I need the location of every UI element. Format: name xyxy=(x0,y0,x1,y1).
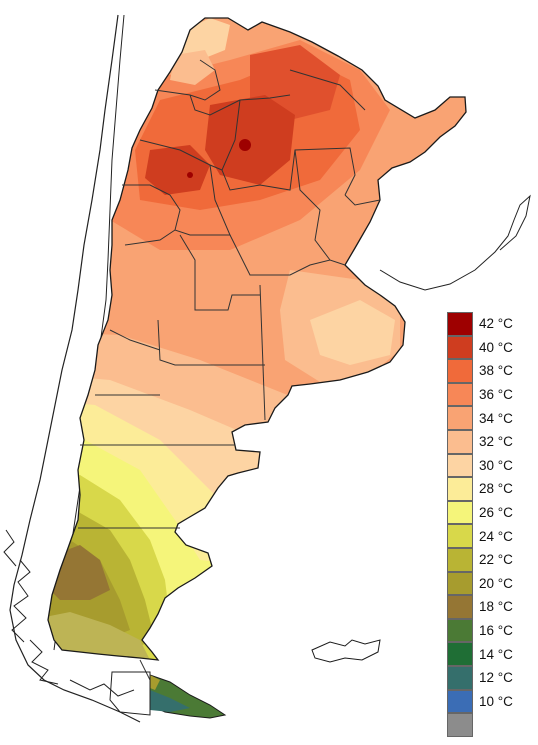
legend-swatch xyxy=(447,312,473,336)
tierra-del-fuego xyxy=(109,671,227,719)
legend-item: 18 °C xyxy=(447,595,535,619)
legend-swatch xyxy=(447,713,473,737)
legend-swatch xyxy=(447,595,473,619)
legend-item: 24 °C xyxy=(447,524,535,548)
legend-label: 22 °C xyxy=(479,552,513,568)
legend-swatch xyxy=(447,642,473,666)
legend-swatch xyxy=(447,335,473,360)
legend-label: 18 °C xyxy=(479,599,513,615)
legend-label: 38 °C xyxy=(479,363,513,379)
legend-swatch xyxy=(447,429,473,454)
legend-item: 40 °C xyxy=(447,335,535,360)
legend-label: 28 °C xyxy=(479,481,513,497)
legend-label: 32 °C xyxy=(479,434,513,450)
legend-swatch xyxy=(447,571,473,596)
province-borders xyxy=(78,59,381,681)
legend-item: 38 °C xyxy=(447,359,535,383)
legend-label: 34 °C xyxy=(479,410,513,426)
legend-item: 26 °C xyxy=(447,500,535,525)
chile-coastline xyxy=(9,14,141,723)
legend-label: 12 °C xyxy=(479,670,513,686)
temperature-legend: 42 °C 40 °C 38 °C 36 °C 34 °C 32 °C 30 °C 28 °C… xyxy=(447,312,535,737)
legend-swatch xyxy=(447,382,473,407)
legend-label: 24 °C xyxy=(479,528,513,544)
legend-swatch xyxy=(447,500,473,525)
legend-item xyxy=(447,713,535,737)
legend-label: 36 °C xyxy=(479,387,513,403)
legend-item: 36 °C xyxy=(447,382,535,407)
legend-label: 14 °C xyxy=(479,646,513,662)
legend-item: 32 °C xyxy=(447,429,535,454)
legend-label: 26 °C xyxy=(479,505,513,521)
legend-item: 20 °C xyxy=(447,571,535,596)
legend-label: 10 °C xyxy=(479,693,513,709)
chile-fjords xyxy=(3,529,135,697)
malvinas-islands xyxy=(311,639,381,663)
legend-item: 14 °C xyxy=(447,642,535,666)
legend-swatch xyxy=(447,524,473,548)
legend-item: 16 °C xyxy=(447,618,535,643)
legend-item: 10 °C xyxy=(447,689,535,714)
legend-swatch xyxy=(447,477,473,501)
legend-swatch xyxy=(447,547,473,572)
legend-swatch xyxy=(447,665,473,690)
legend-label: 42 °C xyxy=(479,316,513,332)
legend-swatch xyxy=(447,406,473,430)
legend-label: 30 °C xyxy=(479,457,513,473)
legend-label: 40 °C xyxy=(479,339,513,355)
legend-item: 30 °C xyxy=(447,453,535,478)
uruguay-outline xyxy=(379,194,531,291)
argentina-outline xyxy=(47,17,467,661)
legend-swatch xyxy=(447,453,473,478)
legend-item: 12 °C xyxy=(447,665,535,690)
legend-swatch xyxy=(447,689,473,714)
legend-label: 20 °C xyxy=(479,575,513,591)
legend-item: 28 °C xyxy=(447,477,535,501)
legend-swatch xyxy=(447,359,473,383)
legend-item: 22 °C xyxy=(447,547,535,572)
legend-item: 42 °C xyxy=(447,312,535,336)
legend-label: 16 °C xyxy=(479,623,513,639)
legend-item: 34 °C xyxy=(447,406,535,430)
legend-swatch xyxy=(447,618,473,643)
